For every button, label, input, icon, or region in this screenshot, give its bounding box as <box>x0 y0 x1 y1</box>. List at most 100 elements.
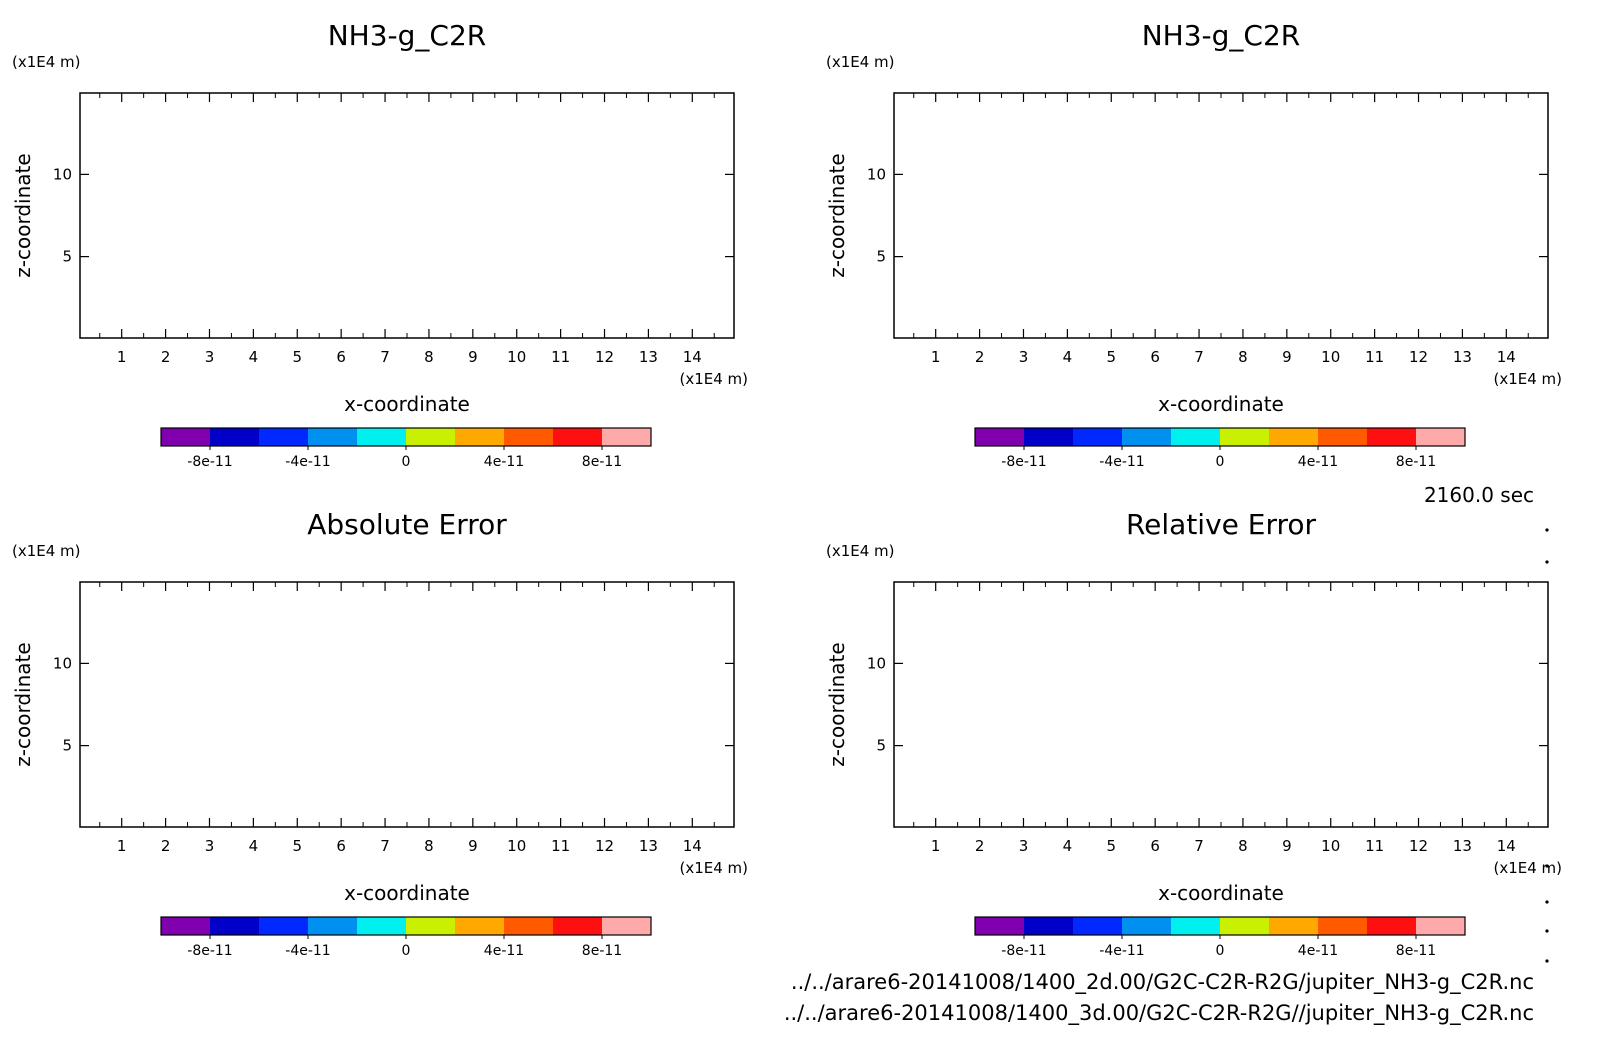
x-tick-label: 5 <box>292 837 302 855</box>
plot-frame <box>79 92 735 339</box>
colorbar-tick-label: -8e-11 <box>187 943 232 959</box>
x-tick-label: 8 <box>424 837 434 855</box>
colorbar-tick-label: -8e-11 <box>1001 943 1046 959</box>
colorbar-cell <box>975 917 1025 935</box>
y-tick-label: 10 <box>867 654 886 672</box>
x-unit-label: (x1E4 m) <box>679 859 748 877</box>
colorbar-cell <box>504 917 554 935</box>
colorbar-cell <box>553 428 603 446</box>
colorbar-cell <box>1318 917 1368 935</box>
x-tick-label: 14 <box>683 348 702 366</box>
x-tick-label: 4 <box>249 348 259 366</box>
colorbar-tick-label: -8e-11 <box>187 454 232 470</box>
colorbar-cell <box>1220 917 1270 935</box>
x-tick-label: 6 <box>336 348 346 366</box>
x-tick-label: 12 <box>1409 837 1428 855</box>
colorbar-cell <box>1367 428 1417 446</box>
colorbar-cell <box>602 917 652 935</box>
panel-title: NH3-g_C2R <box>1142 19 1301 52</box>
x-tick-label: 3 <box>1019 837 1029 855</box>
x-tick-label: 8 <box>1238 348 1248 366</box>
y-tick-label: 5 <box>62 248 72 266</box>
x-tick-label: 2 <box>975 348 985 366</box>
colorbar-cell <box>1269 428 1319 446</box>
y-axis-label: z-coordinate <box>825 153 849 277</box>
colorbar-cell <box>1416 917 1466 935</box>
colorbar-cell <box>259 428 309 446</box>
x-tick-label: 13 <box>639 348 658 366</box>
plot-frame <box>893 92 1549 339</box>
colorbar-cell <box>455 428 505 446</box>
x-unit-label: (x1E4 m) <box>1493 370 1562 388</box>
margin-dot <box>1545 864 1549 868</box>
y-unit-label: (x1E4 m) <box>826 542 895 560</box>
x-tick-label: 14 <box>683 837 702 855</box>
plot-frame <box>79 581 735 828</box>
colorbar-cell <box>1318 428 1368 446</box>
colorbar-cell <box>161 917 211 935</box>
colorbar-cell <box>1024 428 1074 446</box>
x-tick-label: 10 <box>507 348 526 366</box>
margin-dot <box>1545 929 1549 933</box>
x-unit-label: (x1E4 m) <box>679 370 748 388</box>
x-tick-label: 8 <box>424 348 434 366</box>
margin-dot <box>1545 900 1549 904</box>
colorbar-cell <box>161 428 211 446</box>
colorbar-cell <box>1073 917 1123 935</box>
x-tick-label: 11 <box>551 348 570 366</box>
x-tick-label: 2 <box>975 837 985 855</box>
x-tick-label: 2 <box>161 837 171 855</box>
x-tick-label: 12 <box>595 348 614 366</box>
colorbar-tick-label: -8e-11 <box>1001 454 1046 470</box>
x-tick-label: 5 <box>1106 348 1116 366</box>
colorbar-tick-label: 4e-11 <box>1298 943 1338 959</box>
x-tick-label: 7 <box>1194 837 1204 855</box>
margin-dot <box>1545 959 1549 963</box>
x-axis-label: x-coordinate <box>344 881 470 905</box>
x-tick-label: 6 <box>1150 837 1160 855</box>
colorbar-cell <box>210 917 260 935</box>
y-tick-label: 5 <box>876 737 886 755</box>
x-tick-label: 14 <box>1497 348 1516 366</box>
x-tick-label: 6 <box>1150 348 1160 366</box>
colorbar-tick-label: 0 <box>402 943 411 959</box>
x-tick-label: 9 <box>1282 837 1292 855</box>
colorbar-cell <box>602 428 652 446</box>
y-tick-label: 10 <box>53 654 72 672</box>
y-unit-label: (x1E4 m) <box>12 542 81 560</box>
colorbar-cell <box>357 428 407 446</box>
panel-title: Relative Error <box>1126 508 1317 541</box>
colorbar-cell <box>1122 428 1172 446</box>
colorbar-cell <box>308 917 358 935</box>
x-tick-label: 10 <box>1321 348 1340 366</box>
x-axis-label: x-coordinate <box>1158 881 1284 905</box>
colorbar-cell <box>308 428 358 446</box>
x-tick-label: 10 <box>1321 837 1340 855</box>
x-tick-label: 1 <box>931 348 941 366</box>
x-axis-label: x-coordinate <box>344 392 470 416</box>
colorbar-tick-label: 8e-11 <box>1396 943 1436 959</box>
x-tick-label: 8 <box>1238 837 1248 855</box>
colorbar-cell <box>406 917 456 935</box>
x-tick-label: 2 <box>161 348 171 366</box>
colorbar-tick-label: 0 <box>1216 454 1225 470</box>
x-tick-label: 3 <box>205 348 215 366</box>
x-tick-label: 1 <box>117 837 127 855</box>
x-tick-label: 1 <box>117 348 127 366</box>
colorbar-tick-label: 8e-11 <box>582 943 622 959</box>
y-axis-label: z-coordinate <box>11 153 35 277</box>
file-path-2d: ../../arare6-20141008/1400_2d.00/G2C-C2R… <box>791 970 1534 995</box>
colorbar-cell <box>1220 428 1270 446</box>
y-unit-label: (x1E4 m) <box>12 53 81 71</box>
x-unit-label: (x1E4 m) <box>1493 859 1562 877</box>
y-tick-label: 5 <box>62 737 72 755</box>
x-tick-label: 10 <box>507 837 526 855</box>
colorbar-tick-label: -4e-11 <box>285 454 330 470</box>
margin-dot <box>1545 560 1549 564</box>
colorbar-cell <box>406 428 456 446</box>
colorbar-cell <box>553 917 603 935</box>
colorbar-tick-label: 0 <box>402 454 411 470</box>
colorbar-tick-label: -4e-11 <box>1099 943 1144 959</box>
colorbar-cell <box>210 428 260 446</box>
